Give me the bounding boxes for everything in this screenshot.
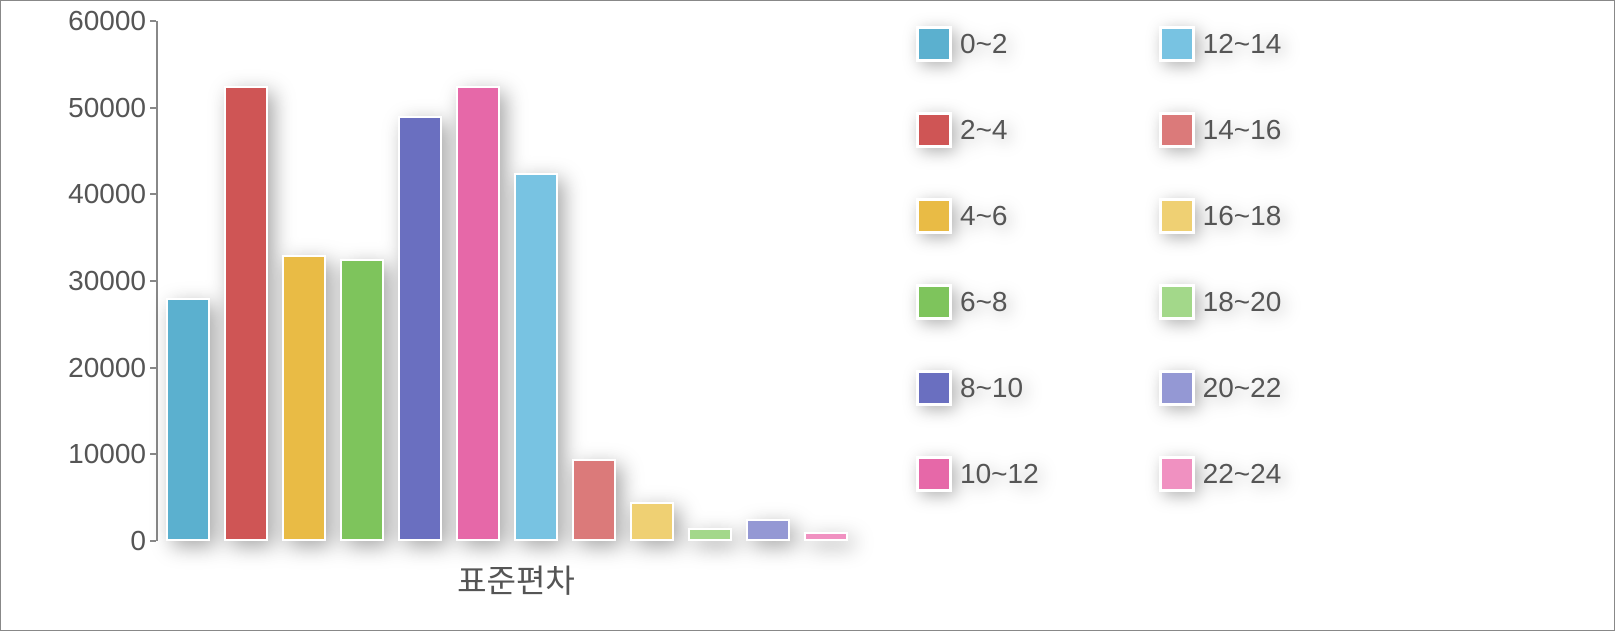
legend-item: 10~12 xyxy=(916,456,1039,492)
bar xyxy=(630,502,674,541)
bar xyxy=(398,116,442,541)
legend-label: 4~6 xyxy=(960,200,1008,232)
legend-item: 2~4 xyxy=(916,112,1039,148)
legend-swatch xyxy=(1159,198,1195,234)
y-tick-label: 0 xyxy=(130,525,146,557)
legend-column: 12~14 14~16 16~18 18~20 20~22 22~24 xyxy=(1159,26,1282,492)
legend-label: 10~12 xyxy=(960,458,1039,490)
chart-container: 0100002000030000400005000060000 표준편차 0~2… xyxy=(0,0,1615,631)
x-axis-label: 표준편차 xyxy=(156,556,876,602)
legend-swatch xyxy=(916,198,952,234)
legend-swatch xyxy=(916,370,952,406)
legend-swatch xyxy=(916,284,952,320)
legend-column: 0~2 2~4 4~6 6~8 8~10 10~12 xyxy=(916,26,1039,492)
legend-swatch xyxy=(916,112,952,148)
bars-group xyxy=(166,21,876,541)
bar xyxy=(282,255,326,541)
y-tick-label: 60000 xyxy=(68,5,146,37)
legend-item: 18~20 xyxy=(1159,284,1282,320)
legend-item: 16~18 xyxy=(1159,198,1282,234)
y-tick-label: 20000 xyxy=(68,352,146,384)
y-tick-mark xyxy=(150,540,156,542)
y-tick-mark xyxy=(150,453,156,455)
legend-label: 2~4 xyxy=(960,114,1008,146)
bar xyxy=(746,519,790,541)
legend-item: 0~2 xyxy=(916,26,1039,62)
plot-area: 0100002000030000400005000060000 xyxy=(156,21,876,541)
legend-swatch xyxy=(916,456,952,492)
legend-swatch xyxy=(1159,112,1195,148)
bar xyxy=(224,86,268,541)
legend: 0~2 2~4 4~6 6~8 8~10 10~12 12~14 14~16 16~18 18~… xyxy=(916,26,1281,492)
bar xyxy=(166,298,210,541)
legend-item: 8~10 xyxy=(916,370,1039,406)
legend-item: 22~24 xyxy=(1159,456,1282,492)
bar xyxy=(804,532,848,541)
legend-item: 20~22 xyxy=(1159,370,1282,406)
legend-item: 4~6 xyxy=(916,198,1039,234)
legend-label: 16~18 xyxy=(1203,200,1282,232)
y-tick-label: 40000 xyxy=(68,178,146,210)
y-tick-mark xyxy=(150,20,156,22)
legend-label: 14~16 xyxy=(1203,114,1282,146)
legend-label: 18~20 xyxy=(1203,286,1282,318)
bar xyxy=(340,259,384,541)
legend-item: 6~8 xyxy=(916,284,1039,320)
bar xyxy=(514,173,558,541)
legend-swatch xyxy=(1159,284,1195,320)
bar xyxy=(688,528,732,541)
legend-swatch xyxy=(1159,456,1195,492)
legend-item: 12~14 xyxy=(1159,26,1282,62)
y-tick-label: 50000 xyxy=(68,92,146,124)
legend-swatch xyxy=(1159,370,1195,406)
legend-label: 6~8 xyxy=(960,286,1008,318)
legend-label: 0~2 xyxy=(960,28,1008,60)
legend-label: 20~22 xyxy=(1203,372,1282,404)
legend-swatch xyxy=(916,26,952,62)
legend-label: 8~10 xyxy=(960,372,1023,404)
y-tick-mark xyxy=(150,107,156,109)
legend-item: 14~16 xyxy=(1159,112,1282,148)
legend-swatch xyxy=(1159,26,1195,62)
legend-label: 12~14 xyxy=(1203,28,1282,60)
y-tick-label: 10000 xyxy=(68,438,146,470)
bar xyxy=(456,86,500,541)
y-tick-mark xyxy=(150,193,156,195)
y-axis-line xyxy=(156,21,158,541)
y-tick-mark xyxy=(150,367,156,369)
bar xyxy=(572,459,616,541)
y-tick-mark xyxy=(150,280,156,282)
y-tick-label: 30000 xyxy=(68,265,146,297)
legend-label: 22~24 xyxy=(1203,458,1282,490)
